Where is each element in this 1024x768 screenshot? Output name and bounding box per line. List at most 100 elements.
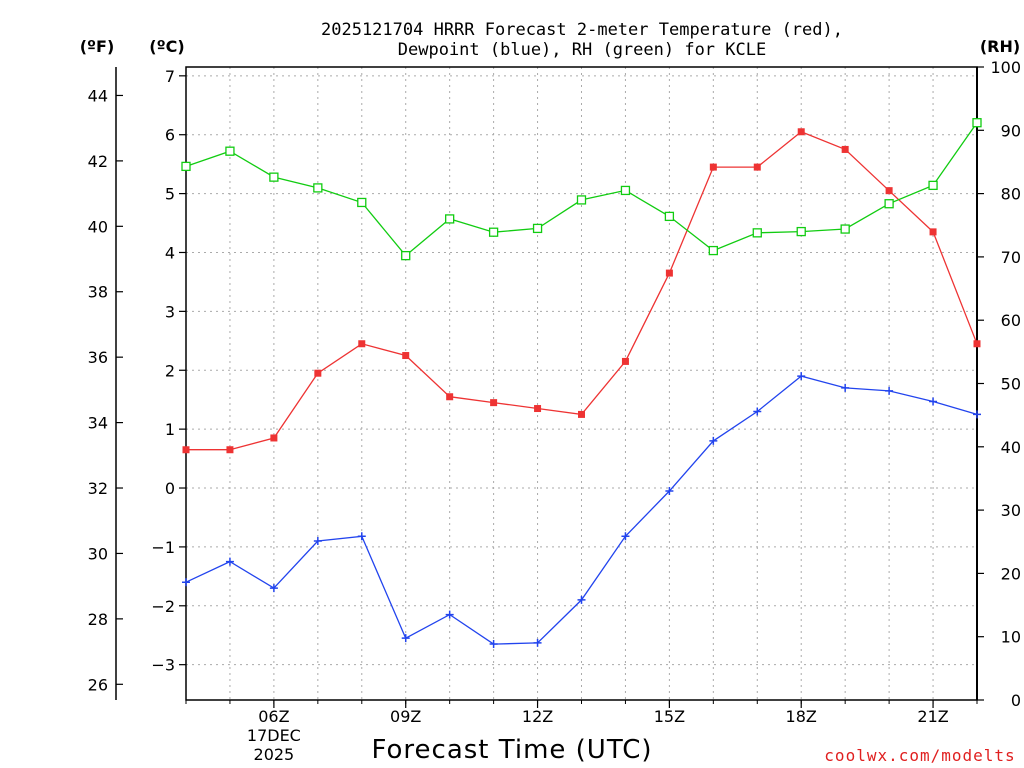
celsius-tick-label: 6: [165, 126, 175, 145]
fahrenheit-tick-label: 38: [88, 283, 108, 302]
fahrenheit-tick-label: 30: [88, 544, 108, 563]
temperature-point: [929, 228, 937, 236]
fahrenheit-tick-label: 36: [88, 348, 108, 367]
rh-point: [708, 245, 718, 256]
rh-tick-label: 30: [1001, 501, 1021, 520]
temperature-point: [885, 187, 893, 195]
rh-tick-label: 40: [1001, 438, 1021, 457]
dewpoint-point: [182, 578, 190, 587]
temperature-point: [841, 145, 849, 153]
rh-point: [445, 214, 455, 224]
rh-tick-label: 70: [1001, 248, 1021, 267]
temperature-point: [797, 128, 805, 136]
x-tick-date: 17DEC: [247, 726, 301, 745]
rh-point: [840, 224, 850, 234]
credit-text: coolwx.com/modelts: [824, 746, 1015, 765]
temperature-point: [709, 163, 717, 171]
chart-title-line-2: Dewpoint (blue), RH (green) for KCLE: [398, 40, 766, 60]
dewpoint-point: [885, 386, 894, 395]
temperature-point: [578, 410, 585, 418]
rh-tick-label: 10: [1001, 628, 1021, 647]
celsius-tick-label: −2: [151, 597, 175, 616]
rh-tick-label: 0: [1011, 691, 1021, 710]
dewpoint-point: [973, 410, 981, 419]
temperature-point: [446, 393, 454, 401]
x-tick-label: 06Z: [258, 707, 289, 726]
temperature-point: [490, 399, 498, 407]
rh-point: [928, 180, 938, 191]
temperature-point: [358, 340, 366, 348]
fahrenheit-tick-label: 32: [88, 479, 108, 498]
celsius-tick-label: −1: [151, 538, 175, 557]
x-tick-label: 18Z: [786, 707, 817, 726]
series-group: [181, 118, 982, 649]
celsius-tick-label: 2: [165, 361, 175, 380]
fahrenheit-tick-label: 44: [88, 86, 108, 105]
rh-tick-label: 20: [1001, 564, 1021, 583]
temperature-point: [534, 405, 542, 413]
rh-tick-label: 80: [1001, 185, 1021, 204]
rh-point: [225, 146, 235, 156]
dewpoint-point: [225, 557, 234, 566]
rh-point: [401, 250, 411, 261]
rh-tick-label: 50: [1001, 375, 1021, 394]
x-axis-label: Forecast Time (UTC): [371, 735, 652, 765]
dewpoint-point: [357, 532, 366, 541]
temperature-point: [226, 446, 234, 454]
celsius-tick-label: 3: [165, 302, 175, 321]
rh-tick-label: 100: [990, 58, 1021, 77]
x-tick-label: 09Z: [390, 707, 421, 726]
rh-point: [796, 226, 806, 237]
rh-point: [972, 118, 982, 128]
x-tick-label: 21Z: [917, 707, 948, 726]
fahrenheit-tick-label: 34: [88, 414, 108, 433]
temperature-point: [621, 357, 629, 365]
celsius-tick-label: 7: [165, 67, 175, 86]
rh-point: [313, 183, 323, 193]
temperature-point: [270, 434, 278, 442]
dewpoint-point: [621, 532, 630, 541]
rh-point: [357, 197, 367, 208]
celsius-tick-label: 5: [165, 185, 175, 204]
data-series: [181, 118, 982, 649]
dewpoint-point: [709, 436, 718, 445]
rh-point: [576, 195, 587, 205]
fahrenheit-tick-label: 28: [88, 610, 108, 629]
fahrenheit-tick-label: 26: [88, 675, 108, 694]
rh-tick-label: 90: [1001, 121, 1021, 140]
dewpoint-point: [269, 584, 278, 593]
celsius-tick-label: 4: [165, 243, 175, 262]
dewpoint-point: [313, 537, 322, 546]
rh-point: [884, 199, 894, 209]
dewpoint-point: [401, 634, 410, 643]
rh-point: [488, 227, 499, 237]
fahrenheit-tick-label: 42: [88, 152, 108, 171]
rh-point: [181, 161, 191, 172]
temperature-point: [753, 163, 761, 171]
rh-point: [269, 172, 279, 182]
dewpoint-point: [533, 638, 542, 647]
x-tick-year: 2025: [254, 745, 295, 764]
temperature-point: [973, 340, 981, 348]
temperature-point: [665, 269, 673, 277]
tick-labels: −3−2−10123456726283032343638404244010203…: [88, 58, 1021, 764]
chart-title-line-1: 2025121704 HRRR Forecast 2-meter Tempera…: [321, 20, 843, 40]
axes: [115, 66, 984, 708]
dewpoint-point: [753, 407, 762, 416]
rh-point: [532, 223, 543, 234]
celsius-tick-label: −3: [151, 656, 175, 675]
celsius-tick-label: 0: [165, 479, 175, 498]
fahrenheit-tick-label: 40: [88, 217, 108, 236]
celsius-tick-label: 1: [165, 420, 175, 439]
temperature-point: [314, 369, 322, 377]
dewpoint-point: [929, 397, 938, 406]
dewpoint-point: [489, 640, 498, 649]
temperature-point: [402, 352, 410, 360]
dewpoint-point: [841, 383, 850, 392]
rh-axis-unit: (RH): [980, 37, 1020, 56]
dewpoint-point: [797, 372, 806, 381]
x-tick-label: 15Z: [654, 707, 685, 726]
rh-tick-label: 60: [1001, 311, 1021, 330]
fahrenheit-axis-unit: (ºF): [80, 37, 115, 56]
